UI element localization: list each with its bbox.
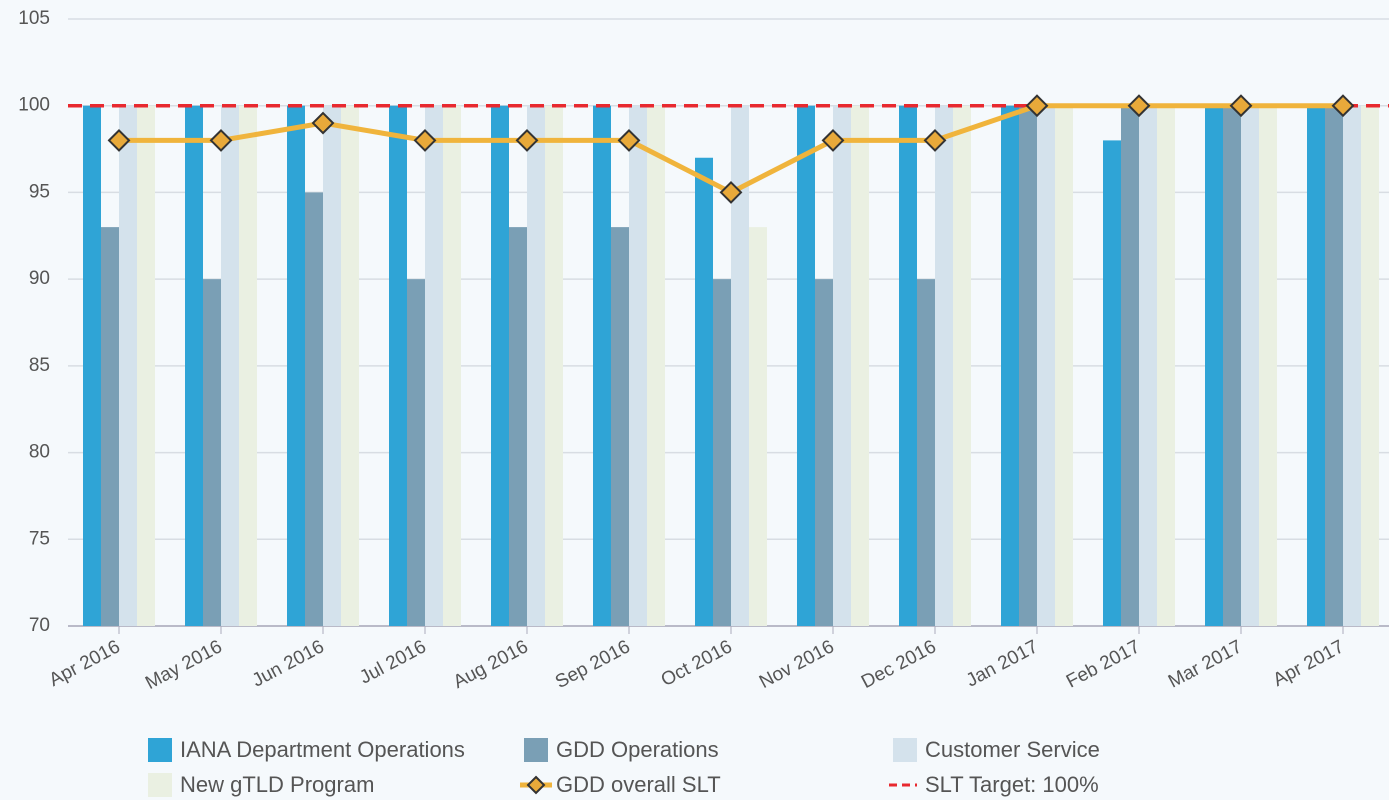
- bar: [1325, 105, 1343, 626]
- y-tick-label: 85: [29, 355, 50, 376]
- bar: [1157, 105, 1175, 626]
- bar: [1019, 105, 1037, 626]
- x-tick-label: Mar 2017: [1165, 636, 1246, 692]
- marker: [617, 128, 641, 152]
- legend-swatch: [524, 738, 548, 762]
- bar: [101, 227, 119, 626]
- bar: [407, 279, 425, 626]
- bar: [1121, 105, 1139, 626]
- legend-swatch: [526, 775, 546, 795]
- x-tick-label: Jan 2017: [963, 636, 1042, 691]
- bar: [1205, 105, 1223, 626]
- bar: [305, 192, 323, 626]
- marker: [821, 128, 845, 152]
- x-tick-label: Apr 2016: [46, 636, 124, 691]
- legend-label: Customer Service: [925, 737, 1100, 762]
- legend-label: SLT Target: 100%: [925, 772, 1099, 797]
- marker: [1025, 94, 1049, 118]
- bar: [323, 105, 341, 626]
- x-tick-label: Aug 2016: [450, 636, 532, 693]
- bar: [83, 105, 101, 626]
- legend-label: IANA Department Operations: [180, 737, 465, 762]
- bar: [749, 227, 767, 626]
- x-tick-label: May 2016: [142, 636, 226, 694]
- bar: [119, 105, 137, 626]
- bar: [731, 105, 749, 626]
- bar: [1259, 105, 1277, 626]
- bar: [917, 279, 935, 626]
- bar: [1361, 105, 1379, 626]
- bar: [593, 105, 611, 626]
- y-tick-label: 105: [18, 8, 50, 29]
- bar: [239, 105, 257, 626]
- y-tick-label: 100: [18, 95, 50, 116]
- bar: [341, 105, 359, 626]
- bar: [185, 105, 203, 626]
- bar: [815, 279, 833, 626]
- marker: [1229, 94, 1253, 118]
- bar: [1223, 105, 1241, 626]
- marker: [923, 128, 947, 152]
- bar: [1103, 140, 1121, 626]
- legend-swatch: [148, 773, 172, 797]
- bar: [899, 105, 917, 626]
- x-tick-label: Jul 2016: [356, 636, 429, 688]
- bar: [1055, 105, 1073, 626]
- bar: [1001, 105, 1019, 626]
- bar: [221, 105, 239, 626]
- bar: [509, 227, 527, 626]
- y-tick-label: 95: [29, 181, 50, 202]
- marker: [311, 111, 335, 135]
- bar: [203, 279, 221, 626]
- y-tick-label: 90: [29, 268, 50, 289]
- marker: [107, 128, 131, 152]
- x-tick-label: Nov 2016: [756, 636, 838, 693]
- bar: [851, 105, 869, 626]
- x-tick-label: Feb 2017: [1063, 636, 1144, 692]
- legend-swatch: [148, 738, 172, 762]
- legend-label: New gTLD Program: [180, 772, 374, 797]
- bar: [491, 105, 509, 626]
- x-tick-label: Apr 2017: [1270, 636, 1348, 691]
- bar: [797, 105, 815, 626]
- bar: [953, 105, 971, 626]
- marker: [719, 181, 743, 204]
- marker: [1127, 94, 1151, 118]
- marker: [209, 128, 233, 152]
- legend-label: GDD overall SLT: [556, 772, 721, 797]
- bar: [935, 105, 953, 626]
- x-tick-label: Sep 2016: [552, 636, 634, 693]
- marker: [515, 128, 539, 152]
- bar: [647, 105, 665, 626]
- bar: [629, 105, 647, 626]
- bar: [137, 105, 155, 626]
- y-tick-label: 70: [29, 615, 50, 636]
- bar: [1139, 105, 1157, 626]
- bar: [1037, 105, 1055, 626]
- bar: [443, 105, 461, 626]
- bar: [425, 105, 443, 626]
- bar: [1241, 105, 1259, 626]
- x-tick-label: Dec 2016: [858, 636, 940, 693]
- bar: [527, 105, 545, 626]
- y-tick-label: 75: [29, 528, 50, 549]
- bar: [287, 105, 305, 626]
- legend: IANA Department Operations GDD Operations…: [148, 737, 1100, 797]
- bar: [833, 105, 851, 626]
- legend-label: GDD Operations: [556, 737, 719, 762]
- marker: [413, 128, 437, 152]
- bar: [611, 227, 629, 626]
- bar: [1343, 105, 1361, 626]
- bar: [1307, 105, 1325, 626]
- x-tick-label: Jun 2016: [249, 636, 328, 691]
- bar: [545, 105, 563, 626]
- bar: [695, 157, 713, 626]
- marker: [1331, 94, 1355, 118]
- bar: [713, 279, 731, 626]
- x-tick-label: Oct 2016: [658, 636, 736, 691]
- bar: [389, 105, 407, 626]
- legend-swatch: [893, 738, 917, 762]
- y-tick-label: 80: [29, 442, 50, 463]
